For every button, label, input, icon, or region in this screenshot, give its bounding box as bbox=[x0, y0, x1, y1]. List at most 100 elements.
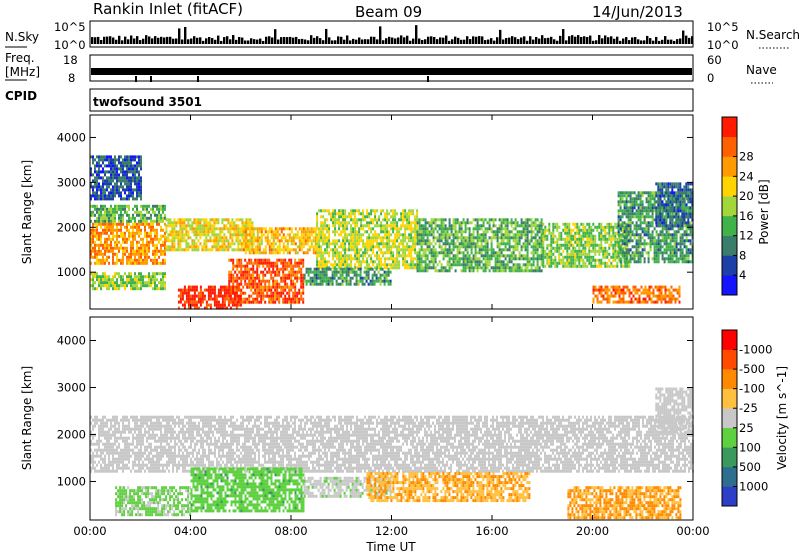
power-cell bbox=[490, 218, 493, 222]
power-cell bbox=[191, 221, 194, 225]
power-cell bbox=[548, 225, 551, 229]
power-cell bbox=[494, 236, 497, 240]
power-cell bbox=[660, 288, 663, 292]
power-cell bbox=[394, 209, 397, 213]
power-cell bbox=[150, 278, 152, 282]
power-cell bbox=[426, 248, 429, 252]
power-cell bbox=[142, 216, 144, 220]
power-cell bbox=[252, 267, 255, 271]
power-cell bbox=[189, 285, 192, 289]
power-cell bbox=[96, 249, 98, 253]
power-cell bbox=[370, 257, 373, 261]
power-cell bbox=[98, 167, 100, 171]
power-cell bbox=[288, 297, 291, 301]
power-cell bbox=[528, 269, 531, 273]
power-cell bbox=[316, 233, 319, 237]
power-cell bbox=[235, 306, 238, 310]
noise-trace-segment bbox=[97, 36, 100, 44]
power-cell bbox=[179, 288, 182, 292]
power-cell bbox=[146, 210, 148, 214]
power-cell bbox=[612, 300, 615, 304]
power-cell bbox=[596, 294, 599, 298]
power-cell bbox=[504, 269, 507, 273]
power-cell bbox=[251, 224, 254, 228]
power-cell bbox=[454, 233, 457, 237]
power-cell bbox=[642, 297, 645, 301]
power-cell bbox=[98, 246, 100, 250]
power-cell bbox=[300, 261, 303, 265]
power-cell bbox=[490, 248, 493, 252]
power-cell bbox=[582, 243, 585, 247]
power-cell bbox=[122, 249, 124, 253]
power-cell bbox=[223, 239, 226, 243]
power-cell bbox=[312, 230, 315, 234]
power-cell bbox=[566, 255, 569, 259]
power-cell bbox=[574, 255, 577, 259]
power-cell bbox=[598, 252, 601, 256]
power-cell bbox=[454, 242, 457, 246]
power-cell bbox=[122, 188, 124, 192]
power-cell bbox=[594, 240, 597, 244]
power-cell bbox=[464, 248, 467, 252]
power-cell bbox=[126, 258, 128, 262]
power-cell bbox=[252, 227, 255, 231]
power-cell bbox=[134, 249, 136, 253]
power-cell bbox=[130, 161, 132, 165]
power-cell bbox=[240, 245, 243, 249]
power-cell bbox=[508, 248, 511, 252]
power-cell bbox=[292, 248, 295, 252]
power-cell bbox=[294, 227, 297, 231]
power-cell bbox=[110, 164, 112, 168]
power-cell bbox=[570, 264, 573, 268]
power-cell bbox=[229, 306, 232, 310]
power-cell bbox=[606, 237, 609, 241]
power-cell bbox=[462, 251, 465, 255]
power-cell bbox=[370, 254, 373, 258]
power-cell bbox=[112, 216, 114, 220]
power-cell bbox=[496, 242, 499, 246]
power-cell bbox=[526, 266, 529, 270]
power-cell bbox=[488, 257, 491, 261]
power-cell bbox=[164, 249, 166, 253]
power-cell bbox=[294, 282, 297, 286]
power-cell bbox=[286, 285, 289, 289]
power-cell bbox=[116, 158, 118, 162]
power-cell bbox=[426, 221, 429, 225]
power-cell bbox=[118, 167, 120, 171]
power-cell bbox=[238, 270, 241, 274]
power-cell bbox=[245, 221, 248, 225]
power-cell bbox=[94, 213, 96, 217]
power-cell bbox=[233, 221, 236, 225]
power-cell bbox=[500, 242, 503, 246]
power-cell bbox=[396, 251, 399, 255]
power-cell bbox=[217, 245, 220, 249]
power-cell bbox=[596, 264, 599, 268]
power-cell bbox=[136, 228, 138, 232]
power-cell bbox=[266, 236, 269, 240]
power-cell bbox=[92, 210, 94, 214]
power-cell bbox=[229, 233, 232, 237]
power-cell bbox=[338, 215, 341, 219]
power-cell bbox=[120, 194, 122, 198]
power-cell bbox=[296, 251, 299, 255]
power-cell bbox=[278, 251, 281, 255]
power-cell bbox=[534, 257, 537, 261]
power-cell bbox=[332, 221, 335, 225]
power-cell bbox=[406, 227, 409, 231]
power-cell bbox=[448, 263, 451, 267]
power-cell bbox=[232, 291, 235, 295]
power-cell bbox=[286, 297, 289, 301]
power-cell bbox=[126, 255, 128, 259]
power-cell bbox=[654, 285, 657, 289]
power-cell bbox=[128, 237, 130, 241]
power-cell bbox=[372, 209, 375, 213]
power-cell bbox=[365, 267, 368, 271]
power-cell bbox=[334, 224, 337, 228]
power-cell bbox=[258, 245, 261, 249]
power-cell bbox=[380, 221, 383, 225]
power-cell bbox=[191, 294, 194, 298]
power-cell bbox=[197, 227, 200, 231]
power-cell bbox=[177, 233, 180, 237]
power-cell bbox=[456, 254, 459, 258]
noise-trace-segment bbox=[571, 35, 574, 44]
